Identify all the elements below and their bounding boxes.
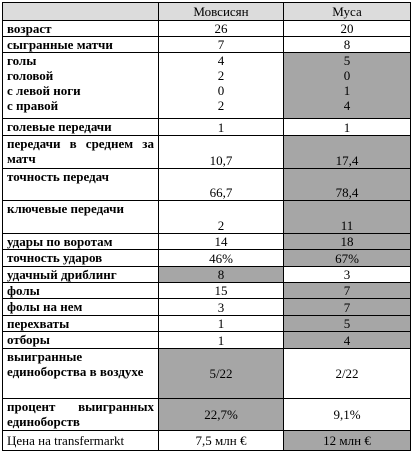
comparison-table: Мовсисян Муса возраст 26 20 сыгранные матч… — [2, 2, 411, 451]
cell: 1 — [283, 118, 411, 136]
cell: 46% — [158, 249, 284, 267]
cell: 78,4 — [283, 168, 411, 201]
row-label: процент выигранных единоборств — [2, 398, 159, 431]
sub-value: 1 — [343, 83, 351, 98]
cell: 11 — [283, 200, 411, 234]
row-label: выигранные единоборства в воздухе — [2, 348, 159, 399]
cell: 18 — [283, 233, 411, 250]
cell: 15 — [158, 282, 284, 299]
row-label: сыгранные матчи — [2, 36, 159, 53]
cell: 4 2 0 2 — [158, 52, 284, 119]
cell: 1 — [158, 331, 284, 349]
header-cell: Муса — [283, 2, 411, 21]
row-label: голы головой с левой ноги с правой — [2, 52, 159, 119]
row-label: ключевые передачи — [2, 200, 159, 234]
cell: 66,7 — [158, 168, 284, 201]
sub-value: 5 — [343, 53, 351, 69]
cell: 5/22 — [158, 348, 284, 399]
cell: 14 — [158, 233, 284, 250]
sub-label: с левой ноги — [7, 83, 81, 98]
sub-value: 2 — [217, 68, 225, 83]
header-cell — [2, 2, 159, 21]
cell: 3 — [158, 298, 284, 316]
cell: 20 — [283, 20, 411, 37]
sub-value: 0 — [217, 83, 225, 98]
cell: 9,1% — [283, 398, 411, 431]
cell: 7 — [158, 36, 284, 53]
cell: 26 — [158, 20, 284, 37]
cell: 8 — [158, 266, 284, 283]
cell: 1 — [158, 315, 284, 332]
sub-label: с правой — [7, 98, 59, 113]
cell: 5 0 1 4 — [283, 52, 411, 119]
row-label: фолы на нем — [2, 298, 159, 316]
row-label: точность ударов — [2, 249, 159, 267]
cell: 3 — [283, 266, 411, 283]
cell: 1 — [158, 118, 284, 136]
cell: 7,5 млн € — [158, 430, 284, 451]
cell: 4 — [283, 331, 411, 349]
cell: 5 — [283, 315, 411, 332]
row-label: удары по воротам — [2, 233, 159, 250]
cell: 2/22 — [283, 348, 411, 399]
row-label: фолы — [2, 282, 159, 299]
row-label: Цена на transfermarkt — [2, 430, 159, 451]
cell: 67% — [283, 249, 411, 267]
row-label: передачи в среднем за матч — [2, 135, 159, 169]
sub-value: 2 — [217, 98, 225, 113]
row-label: возраст — [2, 20, 159, 37]
header-row: Мовсисян Муса — [2, 2, 411, 21]
row-label: перехваты — [2, 315, 159, 332]
cell: 17,4 — [283, 135, 411, 169]
cell: 10,7 — [158, 135, 284, 169]
sub-value: 4 — [217, 53, 225, 69]
cell: 7 — [283, 282, 411, 299]
sub-label: головой — [7, 68, 54, 83]
row-label: удачный дриблинг — [2, 266, 159, 283]
cell: 22,7% — [158, 398, 284, 431]
cell: 8 — [283, 36, 411, 53]
cell: 12 млн € — [283, 430, 411, 451]
sub-label: голы — [7, 53, 37, 69]
cell: 7 — [283, 298, 411, 316]
cell: 2 — [158, 200, 284, 234]
row-label: отборы — [2, 331, 159, 349]
header-cell: Мовсисян — [158, 2, 284, 21]
row-label: точность передач — [2, 168, 159, 201]
sub-value: 4 — [343, 98, 351, 113]
row-label: голевые передачи — [2, 118, 159, 136]
sub-value: 0 — [343, 68, 351, 83]
